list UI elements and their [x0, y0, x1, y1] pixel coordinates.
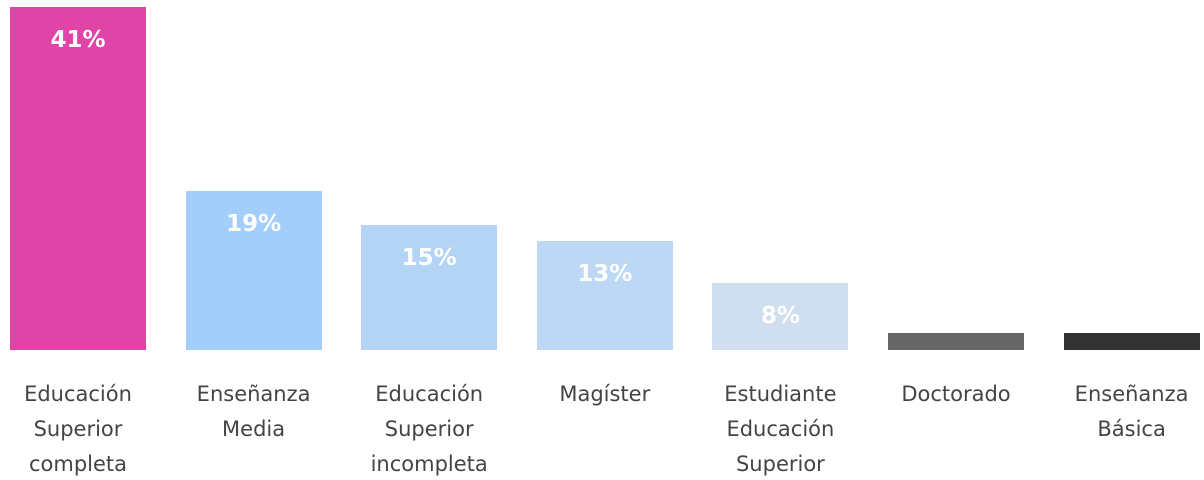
category-label: Enseñanza Básica — [1074, 382, 1189, 441]
value-label: 8% — [760, 303, 800, 330]
category-label: Magíster — [559, 382, 651, 406]
bar: 8% — [712, 283, 849, 350]
bar: 15% — [361, 224, 498, 350]
bar: 2% — [1063, 333, 1200, 350]
value-label: 41% — [50, 27, 106, 53]
category-label: Educación Superior completa — [24, 382, 132, 476]
bar: 2% — [888, 333, 1024, 350]
bar: 41% — [10, 7, 146, 350]
category-label: Doctorado — [901, 382, 1011, 406]
category-label: Educación Superior incompleta — [370, 382, 488, 476]
value-label: 13% — [577, 261, 633, 288]
bar: 13% — [536, 241, 673, 350]
value-label: 15% — [401, 244, 457, 271]
category-label: Enseñanza Media — [196, 382, 311, 441]
category-label: Estudiante Educación Superior — [724, 382, 837, 476]
value-label: 19% — [226, 211, 282, 238]
bar: 19% — [185, 191, 322, 350]
